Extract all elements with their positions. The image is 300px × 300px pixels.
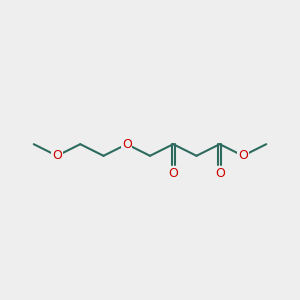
- Text: O: O: [52, 149, 62, 162]
- Text: O: O: [122, 138, 132, 151]
- Text: O: O: [215, 167, 225, 180]
- Text: O: O: [168, 167, 178, 180]
- Text: O: O: [238, 149, 248, 162]
